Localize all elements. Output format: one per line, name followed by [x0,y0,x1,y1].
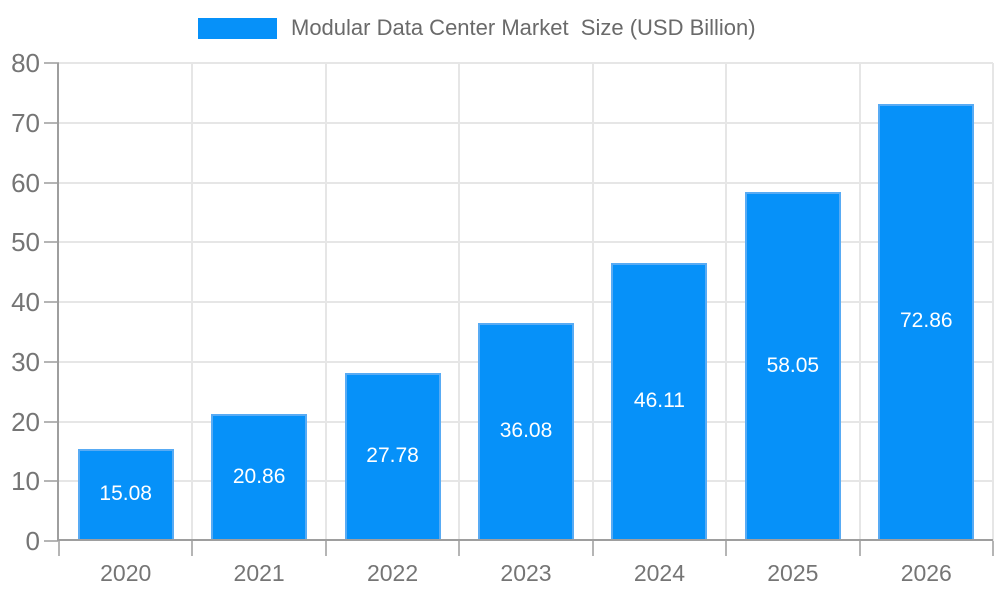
y-tick-mark [44,301,59,303]
x-axis-line [57,539,993,541]
bar-value-label: 20.86 [232,464,286,488]
v-gridline [992,63,994,541]
legend-series-label: Modular Data Center Market Size (USD Bil… [291,15,756,40]
y-tick-mark [44,540,59,542]
x-tick-label: 2023 [500,560,552,586]
x-tick-mark [725,541,728,556]
chart-legend: Modular Data Center Market Size (USD Bil… [198,14,756,42]
bar-value-label: 15.08 [99,481,152,505]
bar-2025[interactable] [744,192,841,539]
y-tick-label: 70 [11,107,40,138]
bar-value-label: 36.08 [499,419,553,443]
y-tick-label: 0 [25,526,40,556]
v-gridline [591,63,594,541]
y-tick-mark [44,420,59,423]
x-tick-label: 2022 [366,560,419,586]
v-gridline [458,63,461,541]
y-tick-label: 40 [11,287,40,317]
x-tick-mark [591,541,594,556]
y-tick-mark [44,360,59,363]
bar-value-label: 58.05 [766,353,820,377]
x-tick-mark [191,541,194,556]
bar-value-label: 72.86 [900,309,953,333]
y-tick-mark [44,480,59,483]
bar-value-label: 27.78 [366,444,419,467]
v-gridline [725,63,728,541]
v-gridline [858,63,861,541]
x-tick-mark [992,541,994,556]
bar-2021[interactable] [211,414,308,539]
v-gridline [191,63,194,541]
bar-2020[interactable] [77,448,174,539]
y-tick-label: 20 [11,406,40,437]
x-tick-label: 2026 [900,560,952,586]
h-gridline [59,301,993,303]
h-gridline [59,121,993,124]
h-gridline [59,62,993,64]
bar-value-label: 46.11 [633,389,685,413]
bar-2024[interactable] [611,263,708,539]
y-tick-mark [44,62,59,64]
x-tick-label: 2020 [100,560,152,586]
bar-2023[interactable] [478,323,574,539]
bar-2022[interactable] [344,373,441,539]
y-tick-label: 30 [11,346,40,377]
x-tick-mark [458,541,461,556]
v-gridline [324,63,327,541]
x-tick-label: 2021 [233,560,285,586]
bar-2026[interactable] [878,103,975,539]
y-tick-label: 80 [11,48,40,78]
x-tick-mark [324,541,327,556]
y-tick-label: 60 [11,167,40,198]
y-tick-mark [44,241,59,244]
y-tick-mark [44,181,59,184]
y-tick-mark [44,121,59,124]
y-tick-label: 50 [11,227,40,258]
h-gridline [59,241,993,244]
legend-color-swatch [198,17,277,39]
y-axis-line [57,63,59,541]
x-tick-mark [58,541,60,556]
x-tick-mark [858,541,861,556]
x-tick-label: 2024 [633,560,685,586]
x-tick-label: 2025 [767,560,819,586]
y-tick-label: 10 [11,466,40,497]
h-gridline [59,181,993,184]
